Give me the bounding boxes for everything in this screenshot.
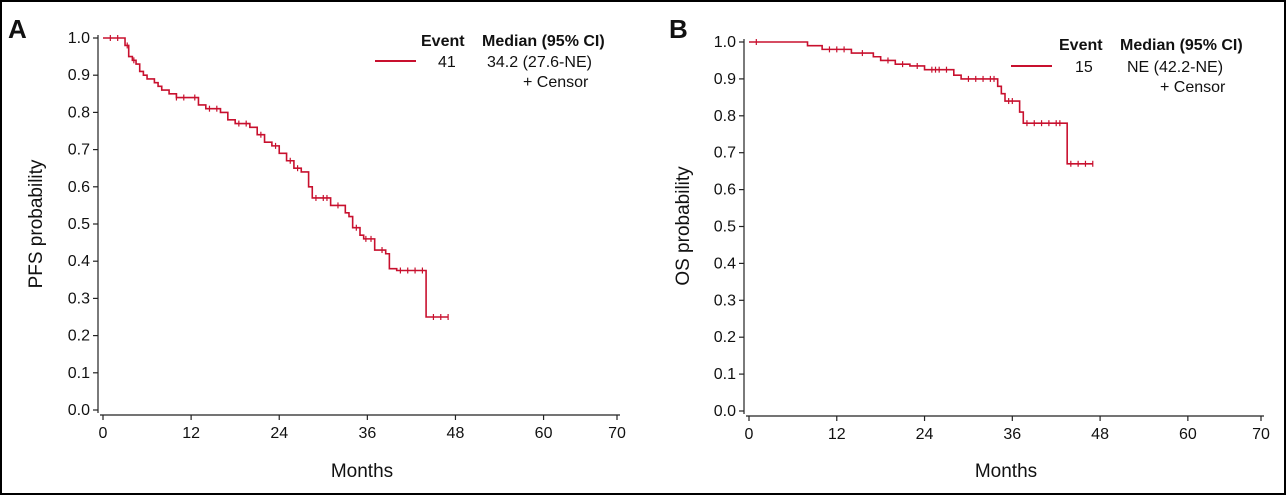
x-tick-label: 70 [608,425,626,442]
y-tick-label: 0.1 [714,366,736,383]
y-tick-label: 0.0 [714,403,736,420]
x-tick-label: 36 [358,425,376,442]
legend: Event Median (95% CI) 15 NE (42.2-NE) + … [1011,37,1243,96]
x-tick-label: 0 [99,425,108,442]
x-tick-label: 24 [270,425,288,442]
y-tick-label: 0.6 [68,179,90,196]
y-tick-label: 0.3 [68,290,90,307]
x-axis-title: Months [975,461,1037,482]
x-tick-label: 24 [916,426,934,443]
x-tick-label: 70 [1252,426,1270,443]
y-tick-label: 0.5 [68,216,90,233]
x-axis-title: Months [331,461,393,482]
legend-event-count: 15 [1075,59,1093,76]
y-axis-title: PFS probability [26,159,47,288]
legend-header-median: Median (95% CI) [1120,37,1243,54]
legend-header-event: Event [1059,37,1103,54]
y-tick-label: 0.4 [714,255,736,272]
panel-a: A PFS probability Months Event Median (9… [8,14,626,482]
panel-letter: B [669,14,688,44]
panel-letter: A [8,14,27,44]
x-tick-label: 0 [745,426,754,443]
y-tick-label: 0.9 [68,67,90,84]
y-axis-title: OS probability [673,166,694,286]
x-tick-label: 12 [182,425,200,442]
legend-header-event: Event [421,33,465,50]
x-tick-label: 12 [828,426,846,443]
y-tick-label: 0.8 [68,104,90,121]
legend-median-value: 34.2 (27.6-NE) [487,54,592,71]
y-tick-label: 0.9 [714,71,736,88]
x-tick-label: 48 [1091,426,1109,443]
legend-censor-label: + Censor [523,74,589,91]
y-tick-label: 1.0 [714,34,736,51]
legend-censor-label: + Censor [1160,79,1226,96]
y-tick-label: 0.0 [68,402,90,419]
x-tick-label: 48 [447,425,465,442]
y-tick-label: 1.0 [68,30,90,47]
legend: Event Median (95% CI) 41 34.2 (27.6-NE) … [375,33,605,91]
x-tick-label: 60 [1179,426,1197,443]
y-tick-label: 0.7 [68,142,90,159]
x-tick-label: 36 [1003,426,1021,443]
legend-median-value: NE (42.2-NE) [1127,59,1223,76]
y-tick-label: 0.5 [714,219,736,236]
legend-header-median: Median (95% CI) [482,33,605,50]
y-tick-label: 0.7 [714,145,736,162]
y-tick-label: 0.6 [714,182,736,199]
y-tick-label: 0.2 [714,329,736,346]
y-tick-label: 0.1 [68,365,90,382]
y-tick-label: 0.3 [714,292,736,309]
y-tick-label: 0.4 [68,253,90,270]
legend-event-count: 41 [438,54,456,71]
y-tick-label: 0.2 [68,328,90,345]
x-tick-label: 60 [535,425,553,442]
y-tick-label: 0.8 [714,108,736,125]
panel-b: B OS probability Months Event Median (95… [669,14,1270,482]
